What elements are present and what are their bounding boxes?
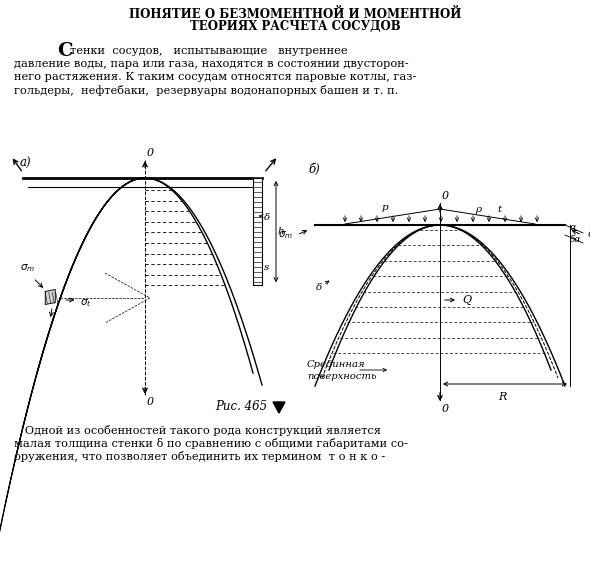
Text: $\sigma_m$: $\sigma_m$	[278, 229, 293, 241]
Text: t: t	[498, 205, 502, 215]
Text: Q: Q	[462, 295, 471, 305]
Text: δ: δ	[264, 213, 270, 223]
Text: а): а)	[20, 157, 32, 170]
Text: Срединная: Срединная	[307, 360, 366, 369]
Polygon shape	[253, 178, 262, 285]
Text: ρ: ρ	[475, 205, 481, 213]
Text: 0: 0	[147, 397, 154, 407]
Text: $\sigma_m$: $\sigma_m$	[19, 262, 35, 274]
Text: поверхность: поверхность	[307, 372, 376, 381]
Text: $\sigma_m$: $\sigma_m$	[587, 229, 590, 241]
Text: s: s	[264, 264, 270, 272]
Text: С: С	[57, 42, 73, 60]
Text: гольдеры,  нефтебаки,  резервуары водонапорных башен и т. п.: гольдеры, нефтебаки, резервуары водонапо…	[14, 85, 398, 96]
Text: $\sigma_t$: $\sigma_t$	[80, 297, 92, 309]
Text: h: h	[278, 227, 284, 236]
Text: δ: δ	[316, 283, 322, 292]
Text: тенки  сосудов,   испытывающие   внутреннее: тенки сосудов, испытывающие внутреннее	[70, 46, 348, 56]
Text: него растяжения. К таким сосудам относятся паровые котлы, газ-: него растяжения. К таким сосудам относят…	[14, 72, 417, 82]
Text: давление воды, пара или газа, находятся в состоянии двусторон-: давление воды, пара или газа, находятся …	[14, 59, 409, 69]
Text: p: p	[382, 202, 388, 212]
Text: ПОНЯТИЕ О БЕЗМОМЕНТНОЙ И МОМЕНТНОЙ: ПОНЯТИЕ О БЕЗМОМЕНТНОЙ И МОМЕНТНОЙ	[129, 8, 461, 21]
Polygon shape	[273, 402, 285, 413]
Text: δα: δα	[570, 234, 582, 244]
Text: б): б)	[308, 163, 320, 176]
Text: Рис. 465: Рис. 465	[215, 400, 267, 413]
Text: малая толщина стенки δ по сравнению с общими габаритами со-: малая толщина стенки δ по сравнению с об…	[14, 438, 408, 449]
Text: оружения, что позволяет объединить их термином  т о н к о -: оружения, что позволяет объединить их те…	[14, 451, 385, 462]
Text: Одной из особенностей такого рода конструкций является: Одной из особенностей такого рода констр…	[14, 425, 381, 436]
Text: R: R	[499, 392, 507, 402]
Polygon shape	[45, 290, 55, 304]
Text: 0: 0	[147, 148, 154, 158]
Text: ТЕОРИЯХ РАСЧЕТА СОСУДОВ: ТЕОРИЯХ РАСЧЕТА СОСУДОВ	[190, 20, 400, 33]
Text: α: α	[570, 223, 576, 231]
Text: 0: 0	[442, 404, 449, 414]
Text: 0: 0	[442, 191, 449, 201]
